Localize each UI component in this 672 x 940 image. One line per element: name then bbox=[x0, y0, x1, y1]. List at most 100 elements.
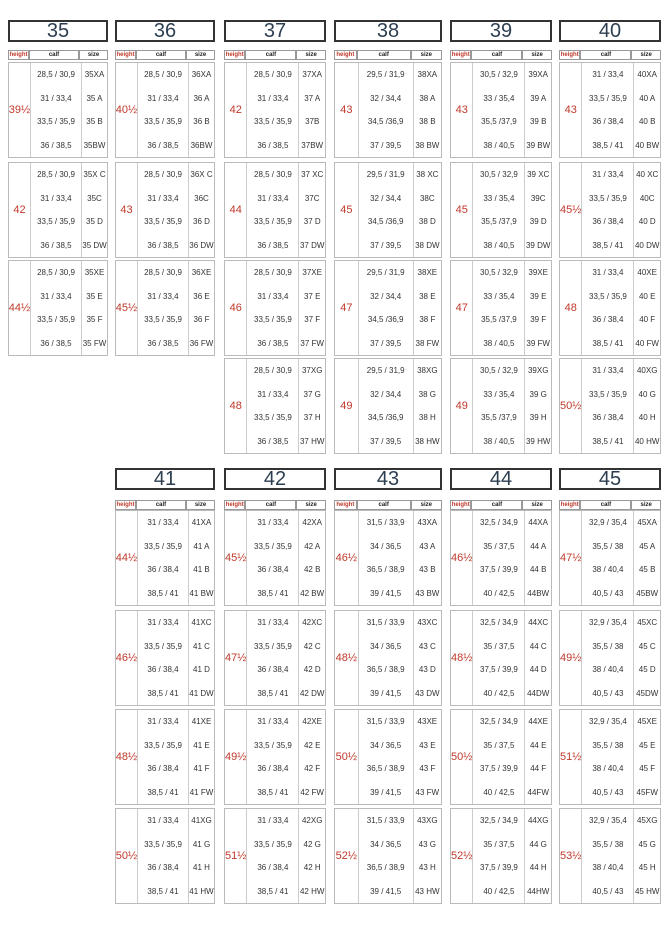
size-code: 43XC bbox=[417, 618, 438, 628]
size-row: 32,5 / 34,9 44XC bbox=[473, 611, 551, 635]
size-code: 40 A bbox=[639, 93, 656, 103]
calf-value: 36,5 / 38,9 bbox=[359, 757, 414, 781]
size-row: 30,5 / 32,9 39XG bbox=[473, 359, 551, 383]
height-block: 53½ 32,9 / 35,4 45XG 35,5 / 38 45 G 38 / 40,4… bbox=[559, 808, 661, 904]
size-row: 35,5 /37,9 39 D bbox=[473, 210, 551, 234]
size-row: 35,5 / 38 45 C bbox=[582, 634, 660, 658]
column-header: height calf size bbox=[334, 500, 442, 510]
calf-value: 31,5 / 33,9 bbox=[359, 611, 414, 635]
size-row: 31 / 33,4 40XG bbox=[582, 359, 660, 383]
size-row: 28,5 / 30,9 36XA bbox=[138, 63, 214, 87]
rows: 28,5 / 30,9 36XA 31 / 33,4 36 A 33,5 / 35,9 3… bbox=[138, 63, 214, 157]
size-code: 37 G bbox=[303, 389, 321, 399]
height-value: 50½ bbox=[451, 710, 474, 804]
height-value: 40½ bbox=[116, 63, 138, 157]
calf-value: 31 / 33,4 bbox=[138, 511, 189, 535]
header-cell: calf bbox=[245, 50, 297, 60]
calf-value: 40 / 42,5 bbox=[473, 681, 526, 705]
height-value: 43 bbox=[451, 63, 474, 157]
height-block: 50½ 32,5 / 34,9 44XE 35 / 37,5 44 E 37,5 / 39… bbox=[450, 709, 552, 805]
calf-value: 37,5 / 39,9 bbox=[473, 856, 526, 880]
size-row: 36 / 38,5 36 DW bbox=[138, 233, 214, 257]
size-header: 35 bbox=[8, 20, 108, 42]
size-row: 28,5 / 30,9 37XE bbox=[247, 261, 325, 285]
size-row: 33,5 / 35,9 42 G bbox=[247, 832, 325, 856]
size-row: 38,5 / 41 41 DW bbox=[138, 681, 214, 705]
size-row: 38,5 / 41 41 HW bbox=[138, 879, 214, 903]
column-header: height calf size bbox=[224, 500, 326, 510]
rows: 31,5 / 33,9 43XA 34 / 36,5 43 A 36,5 / 38,9 4… bbox=[359, 511, 441, 605]
calf-value: 33,5 / 35,9 bbox=[247, 634, 300, 658]
size-code: 35C bbox=[87, 193, 102, 203]
size-row: 36 / 38,5 35 DW bbox=[31, 233, 107, 257]
size-code: 38 HW bbox=[415, 436, 440, 446]
height-value: 42 bbox=[225, 63, 248, 157]
rows: 28,5 / 30,9 35X C 31 / 33,4 35C 33,5 / 35,9 3… bbox=[31, 163, 107, 257]
calf-value: 31 / 33,4 bbox=[138, 611, 189, 635]
size-row: 29,5 / 31,9 38XA bbox=[359, 63, 441, 87]
height-block: 44 28,5 / 30,9 37 XC 31 / 33,4 37C 33,5 / 35,… bbox=[224, 162, 326, 258]
height-value: 43 bbox=[335, 63, 359, 157]
calf-value: 40,5 / 43 bbox=[582, 879, 635, 903]
size-code: 37BW bbox=[301, 140, 324, 150]
size-row: 33,5 / 35,9 42 A bbox=[247, 534, 325, 558]
height-value: 45½ bbox=[116, 261, 138, 355]
size-code: 42 B bbox=[303, 565, 321, 575]
calf-value: 35,5 /37,9 bbox=[473, 210, 526, 234]
calf-value: 38 / 40,5 bbox=[473, 233, 526, 257]
size-row: 31 / 33,4 37 G bbox=[247, 382, 325, 406]
height-block: 44½ 28,5 / 30,9 35XE 31 / 33,4 35 E 33,5 / 35… bbox=[8, 260, 108, 356]
header-cell: calf bbox=[580, 500, 632, 510]
size-header: 42 bbox=[224, 468, 326, 490]
calf-value: 28,5 / 30,9 bbox=[31, 163, 82, 187]
calf-value: 28,5 / 30,9 bbox=[138, 261, 189, 285]
calf-value: 28,5 / 30,9 bbox=[247, 261, 300, 285]
calf-value: 31 / 33,4 bbox=[247, 511, 300, 535]
calf-value: 33 / 35,4 bbox=[473, 86, 526, 110]
size-code: 45 A bbox=[639, 541, 656, 551]
size-row: 28,5 / 30,9 35XE bbox=[31, 261, 107, 285]
size-code: 45 D bbox=[638, 665, 656, 675]
calf-value: 33,5 / 35,9 bbox=[247, 832, 300, 856]
calf-value: 38,5 / 41 bbox=[138, 581, 189, 605]
calf-value: 36 / 38,5 bbox=[247, 429, 300, 453]
calf-value: 33,5 / 35,9 bbox=[582, 86, 635, 110]
column-header: height calf size bbox=[334, 50, 442, 60]
calf-value: 40,5 / 43 bbox=[582, 780, 635, 804]
size-row: 40 / 42,5 44DW bbox=[473, 681, 551, 705]
size-row: 37,5 / 39,9 44 F bbox=[473, 757, 551, 781]
size-row: 32 / 34,4 38 A bbox=[359, 86, 441, 110]
size-code: 43 FW bbox=[415, 787, 440, 797]
height-block: 42 28,5 / 30,9 37XA 31 / 33,4 37 A 33,5 / 35,… bbox=[224, 62, 326, 158]
size-code: 39 D bbox=[529, 217, 547, 227]
size-code: 41 A bbox=[193, 541, 210, 551]
height-block: 50½ 31,5 / 33,9 43XE 34 / 36,5 43 E 36,5 / 38… bbox=[334, 709, 442, 805]
size-code: 41 C bbox=[193, 641, 210, 651]
height-value: 48½ bbox=[335, 611, 359, 705]
calf-value: 31,5 / 33,9 bbox=[359, 710, 414, 734]
rows: 32,5 / 34,9 44XE 35 / 37,5 44 E 37,5 / 39,9 4… bbox=[473, 710, 551, 804]
size-code: 40 FW bbox=[635, 338, 659, 348]
calf-value: 35,5 / 38 bbox=[582, 832, 635, 856]
size-code: 39C bbox=[530, 193, 546, 203]
size-code: 39 XC bbox=[527, 170, 550, 180]
calf-value: 33,5 / 35,9 bbox=[247, 733, 300, 757]
height-value: 47 bbox=[335, 261, 359, 355]
size-row: 36 / 38,5 37BW bbox=[247, 133, 325, 157]
calf-value: 32,5 / 34,9 bbox=[473, 710, 526, 734]
size-row: 36 / 38,4 40 B bbox=[582, 110, 660, 134]
height-block: 47 29,5 / 31,9 38XE 32 / 34,4 38 E 34,5 /36,9… bbox=[334, 260, 442, 356]
size-row: 39 / 41,5 43 DW bbox=[359, 681, 441, 705]
size-row: 32,9 / 35,4 45XG bbox=[582, 809, 660, 833]
size-code: 45 F bbox=[639, 764, 656, 774]
calf-value: 35 / 37,5 bbox=[473, 832, 526, 856]
size-row: 37,5 / 39,9 44 D bbox=[473, 658, 551, 682]
size-row: 33 / 35,4 39 G bbox=[473, 382, 551, 406]
size-code: 39 H bbox=[529, 413, 547, 423]
height-value: 48 bbox=[560, 261, 583, 355]
height-block: 47½ 31 / 33,4 42XC 33,5 / 35,9 42 C 36 / 38,4… bbox=[224, 610, 326, 706]
size-row: 36,5 / 38,9 43 F bbox=[359, 757, 441, 781]
size-code: 38 E bbox=[419, 291, 436, 301]
size-code: 38 D bbox=[418, 217, 436, 227]
